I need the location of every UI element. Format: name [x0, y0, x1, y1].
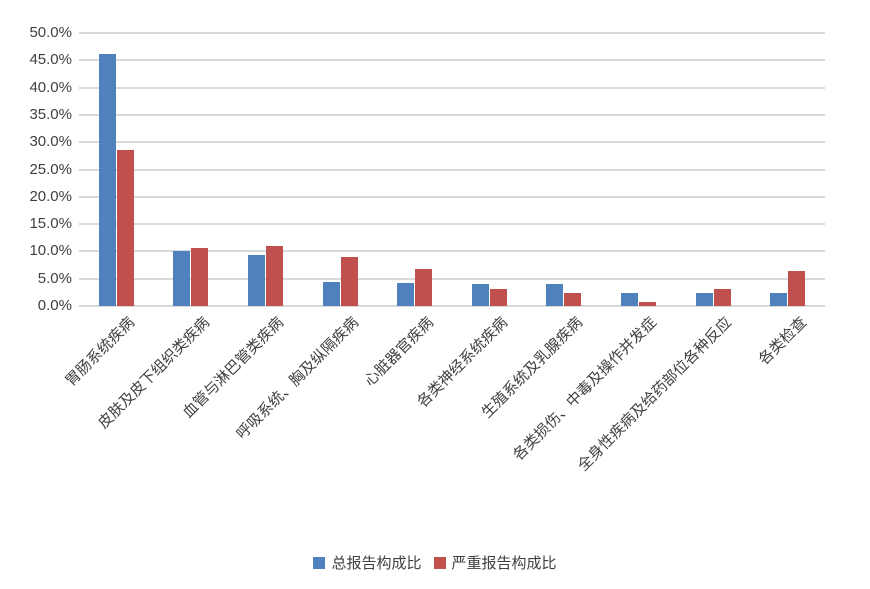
- gridline-15.0%: [79, 223, 825, 226]
- x-axis-label-1: 胃肠系统疾病: [62, 314, 139, 390]
- legend: 总报告构成比 严重报告构成比: [0, 552, 870, 573]
- y-axis-tick-label: 35.0%: [29, 105, 72, 123]
- bar-serious-cat2: [191, 248, 209, 306]
- bar-serious-cat5: [415, 268, 433, 306]
- legend-label-total: 总报告构成比: [331, 555, 422, 572]
- gridline-25.0%: [79, 168, 825, 171]
- y-axis-tick-label: 40.0%: [29, 78, 72, 96]
- y-axis-tick-label: 30.0%: [29, 133, 72, 151]
- x-axis-label-4: 呼吸系统、胸及纵隔疾病: [233, 314, 363, 443]
- bar-total-cat4: [322, 281, 340, 306]
- bar-total-cat7: [546, 284, 564, 306]
- gridline-30.0%: [79, 141, 825, 144]
- bar-serious-cat3: [266, 246, 283, 306]
- x-axis-label-5: 心脏器官疾病: [361, 314, 437, 390]
- y-axis-tick-label: 10.0%: [29, 242, 72, 260]
- y-axis-tick-label: 25.0%: [29, 160, 72, 178]
- legend-swatch-total: [313, 556, 326, 569]
- x-axis-label-10: 各类检查: [755, 314, 810, 369]
- gridline-45.0%: [79, 59, 825, 62]
- gridline-20.0%: [79, 195, 825, 198]
- legend-label-serious: 严重报告构成比: [451, 555, 557, 572]
- bar-serious-cat10: [788, 271, 806, 306]
- bar-total-cat8: [621, 293, 638, 306]
- bar-serious-cat8: [639, 301, 656, 306]
- y-axis-tick-label: 0.0%: [37, 297, 72, 314]
- y-axis-tick-label: 5.0%: [37, 269, 72, 287]
- bar-total-cat10: [770, 292, 788, 306]
- bar-total-cat6: [471, 283, 489, 306]
- legend-swatch-serious: [433, 556, 446, 569]
- bar-total-cat5: [397, 283, 415, 306]
- y-axis-tick-label: 45.0%: [29, 51, 72, 69]
- bar-total-cat3: [248, 254, 265, 306]
- x-axis-label-9: 全身性疾病及给药部位各种反应: [574, 314, 736, 475]
- bar-total-cat9: [695, 293, 713, 306]
- bar-total-cat1: [98, 54, 116, 306]
- y-axis-tick-label: 15.0%: [29, 215, 72, 233]
- bar-serious-cat9: [713, 288, 731, 306]
- gridline-35.0%: [79, 113, 825, 116]
- legend-item-total: 总报告构成比: [313, 552, 422, 573]
- gridline-40.0%: [79, 86, 825, 89]
- bar-serious-cat1: [116, 149, 134, 306]
- bar-serious-cat4: [340, 257, 358, 306]
- y-axis-tick-label: 20.0%: [29, 187, 72, 205]
- x-axis-label-8: 各类损伤、中毒及操作并发症: [510, 314, 661, 464]
- y-axis-tick-label: 50.0%: [29, 24, 72, 41]
- bar-total-cat2: [173, 251, 191, 306]
- legend-item-serious: 严重报告构成比: [433, 552, 557, 573]
- gridline-50.0%: [79, 32, 825, 34]
- gridline-5.0%: [79, 277, 825, 280]
- bar-serious-cat7: [564, 293, 582, 306]
- bar-serious-cat6: [489, 289, 507, 306]
- gridline-0.0%: [79, 305, 825, 307]
- gridline-10.0%: [79, 250, 825, 253]
